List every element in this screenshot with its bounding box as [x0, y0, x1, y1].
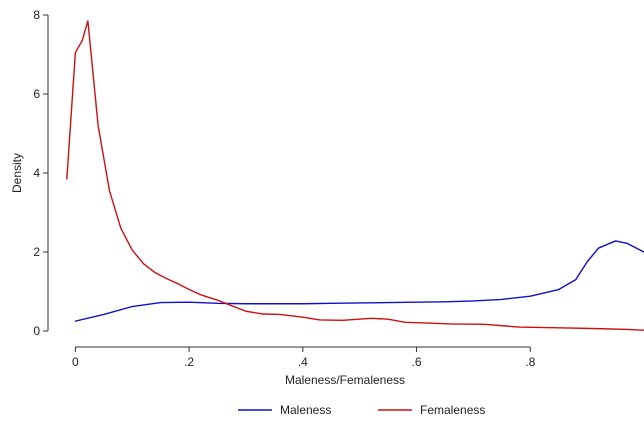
y-tick-label: 6	[33, 87, 40, 101]
x-tick-label: 0	[72, 355, 79, 369]
series-line-maleness	[74, 240, 644, 322]
legend-label-maleness: Maleness	[280, 403, 331, 417]
y-axis-title: Density	[10, 153, 24, 193]
series-line-femaleness	[66, 20, 644, 331]
chart-legend: Maleness Femaleness	[238, 403, 485, 417]
y-tick-label: 2	[33, 245, 40, 259]
x-tick-label: .6	[412, 355, 422, 369]
legend-label-femaleness: Femaleness	[420, 403, 485, 417]
x-axis-title: Maleness/Femaleness	[285, 373, 405, 387]
chart-series-layer	[66, 20, 644, 331]
y-tick-label: 4	[33, 166, 40, 180]
y-tick-label: 8	[33, 8, 40, 22]
x-tick-label: .2	[184, 355, 194, 369]
chart-axes: 0 2 4 6 8 0 .2 .4 .6 .8 Maleness/Femaleness Density	[10, 8, 536, 387]
x-tick-label: .4	[298, 355, 308, 369]
y-tick-label: 0	[33, 324, 40, 338]
x-tick-label: .8	[525, 355, 535, 369]
